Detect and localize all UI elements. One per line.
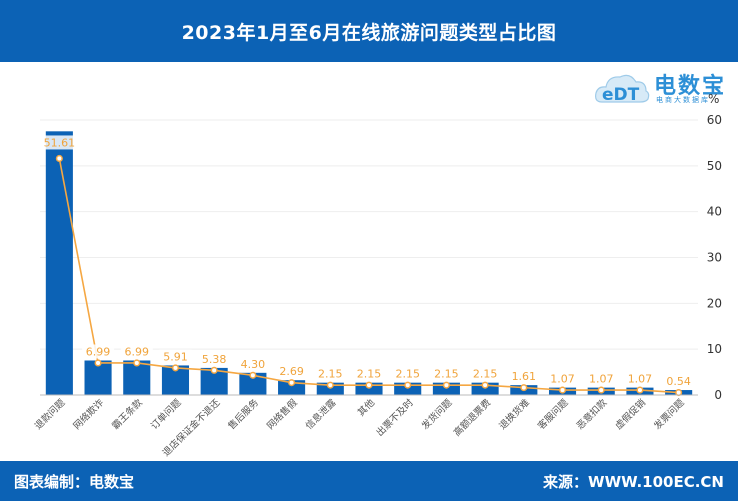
line-point (210, 366, 218, 374)
data-label-bg (314, 366, 347, 381)
line-point (171, 364, 180, 372)
y-tick-label: 30 (707, 251, 722, 265)
data-label-bg (507, 369, 540, 384)
logo-subtitle: 电商大数据库 (656, 96, 710, 104)
x-category-label: 退款问题 (32, 396, 68, 432)
logo: eDT 电数宝 电商大数据库 (592, 62, 738, 112)
line-point (558, 386, 567, 394)
data-label: 4.30 (241, 358, 266, 371)
data-label: 1.07 (550, 373, 575, 386)
data-label: 2.15 (318, 368, 343, 381)
x-category-label: 发货问题 (419, 396, 455, 432)
line-point (55, 154, 63, 163)
data-label-bg (198, 351, 231, 366)
x-category-label: 订单问题 (148, 396, 184, 432)
line-point (404, 381, 412, 389)
y-tick-label: 10 (707, 342, 722, 356)
line-point (442, 381, 450, 389)
x-category-label: 虚假促销 (613, 396, 649, 432)
data-label: 2.69 (279, 365, 304, 378)
chart-title-bar: 2023年1月至6月在线旅游问题类型占比图 (0, 0, 738, 62)
line-point (249, 371, 257, 379)
footer: 图表编制：电数宝 来源：WWW.100EC.CN (0, 461, 738, 501)
line-point (288, 379, 296, 387)
data-label: 5.91 (163, 350, 188, 363)
data-label: 2.15 (395, 368, 420, 381)
x-category-label: 网络售假 (264, 396, 300, 432)
line-point (636, 386, 644, 394)
y-tick-label: 60 (707, 113, 722, 127)
data-label: 6.99 (125, 345, 150, 358)
x-category-label: 客服问题 (535, 396, 571, 432)
x-category-label: 其他 (355, 396, 377, 418)
x-category-label: 霸王条款 (110, 396, 146, 432)
x-category-label: 售后服务 (226, 396, 262, 432)
data-label-bg (159, 349, 192, 364)
data-label-bg (623, 371, 656, 386)
data-label: 1.61 (512, 370, 537, 383)
data-label: 2.15 (473, 368, 498, 381)
bar (239, 372, 267, 395)
data-label-bg (120, 344, 153, 359)
logo-brand: 电数宝 (654, 74, 727, 99)
y-axis-ticks: 0 10 20 30 40 50 60 (707, 113, 722, 402)
data-label-bg (585, 371, 618, 386)
x-category-label: 恶意扣款 (574, 396, 610, 432)
data-label-bg (82, 344, 115, 359)
data-label: 0.54 (666, 375, 691, 388)
trend-points (55, 154, 683, 397)
data-label: 1.07 (628, 373, 653, 386)
data-label-bg (391, 366, 424, 381)
data-label: 51.61 (44, 136, 76, 149)
data-label-bg (469, 366, 502, 381)
cloud-logo-icon: eDT (595, 74, 650, 105)
x-category-label: 网络欺诈 (71, 396, 107, 432)
x-category-label: 高额退票费 (451, 397, 493, 439)
x-category-label: 信息泄露 (303, 396, 339, 432)
line-point (675, 388, 683, 397)
chart-title: 2023年1月至6月在线旅游问题类型占比图 (181, 21, 557, 44)
data-label-bg (275, 364, 308, 379)
line-point (326, 381, 334, 389)
data-label-bg (546, 371, 579, 386)
data-label: 1.07 (589, 373, 614, 386)
line-point (481, 381, 489, 389)
x-category-label: 出票不及时 (374, 396, 416, 438)
data-label: 2.15 (357, 368, 382, 381)
line-point (133, 359, 141, 367)
data-label-bg (353, 366, 385, 381)
data-label-bg (662, 374, 695, 389)
chart-area: 51.61 6.99 6.99 5.91 5.38 4.30 2.69 2.15 2.15 2.1… (32, 113, 722, 459)
line-point (597, 386, 605, 394)
line-point (520, 384, 528, 392)
data-label: 2.15 (434, 368, 459, 381)
y-axis-unit: % (708, 92, 720, 106)
line-point (365, 381, 373, 389)
y-tick-label: 50 (707, 159, 722, 173)
data-labels: 51.61 6.99 6.99 5.91 5.38 4.30 2.69 2.15 2.15 2.1… (43, 135, 695, 389)
data-label-bg (236, 356, 269, 371)
y-tick-label: 40 (707, 205, 722, 219)
data-label-bg (430, 366, 463, 381)
data-label-bg (43, 135, 76, 150)
logo-mark: eDT (602, 85, 640, 105)
line-point (94, 359, 102, 367)
data-label: 5.38 (202, 353, 227, 366)
x-category-label: 发票问题 (651, 396, 687, 432)
bar (45, 131, 73, 395)
footer-source: 来源：WWW.100EC.CN (543, 473, 724, 491)
y-tick-label: 0 (714, 388, 722, 402)
x-category-label: 退换货难 (497, 396, 533, 432)
data-label: 6.99 (86, 345, 111, 358)
footer-credit: 图表编制：电数宝 (14, 473, 135, 491)
y-tick-label: 20 (707, 296, 722, 310)
